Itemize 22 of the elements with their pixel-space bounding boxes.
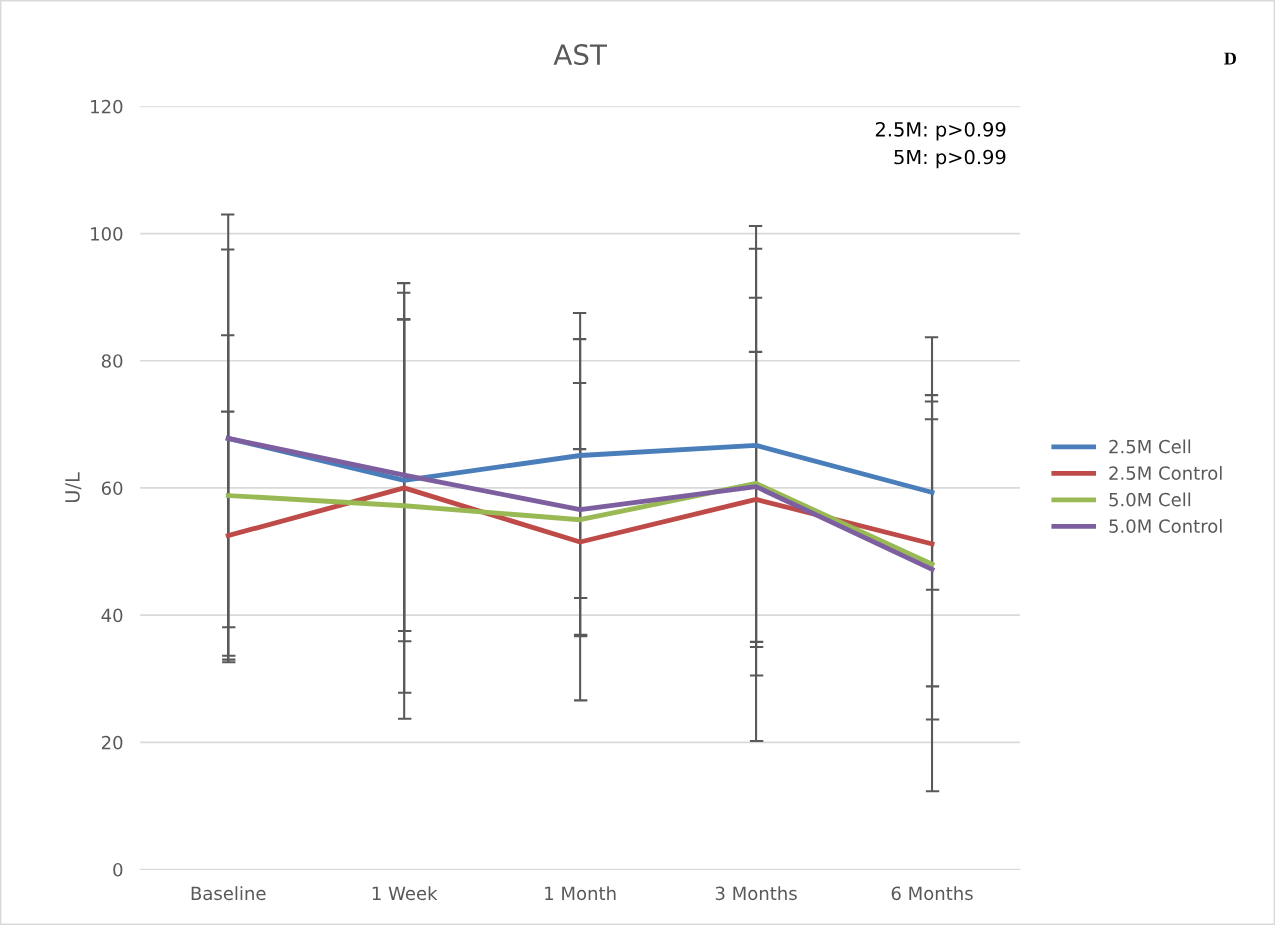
- x-tick-label: Baseline: [191, 886, 266, 901]
- x-tick-label: 6 Months: [891, 886, 973, 901]
- y-tick-label: 100: [91, 227, 123, 241]
- annotation: 2.5M: p>0.99 5M: p>0.99: [875, 121, 1006, 169]
- y-tick-label: 80: [101, 354, 123, 368]
- y-tick-label: 40: [101, 608, 123, 623]
- x-tick-label: 1 Week: [372, 886, 438, 901]
- y-tick-label: 20: [101, 735, 123, 750]
- legend-label: 2.5M Control: [1109, 465, 1222, 480]
- legend-label: 2.5M Cell: [1109, 439, 1191, 454]
- legend-label: 5.0M Control: [1109, 518, 1222, 533]
- legend-label: 5.0M Cell: [1109, 492, 1191, 507]
- text: D: [1224, 52, 1237, 65]
- y-axis-title: U/L: [65, 472, 82, 503]
- chart-title: AST: [553, 44, 608, 66]
- y-tick-label: 60: [101, 481, 123, 496]
- x-tick-label: 1 Month: [545, 886, 616, 901]
- line-series: [225, 435, 935, 572]
- x-tick-label: 3 Months: [715, 886, 797, 901]
- y-tick-label: 0: [113, 862, 123, 877]
- line-series: [225, 481, 935, 567]
- y-tick-label: 120: [91, 99, 123, 114]
